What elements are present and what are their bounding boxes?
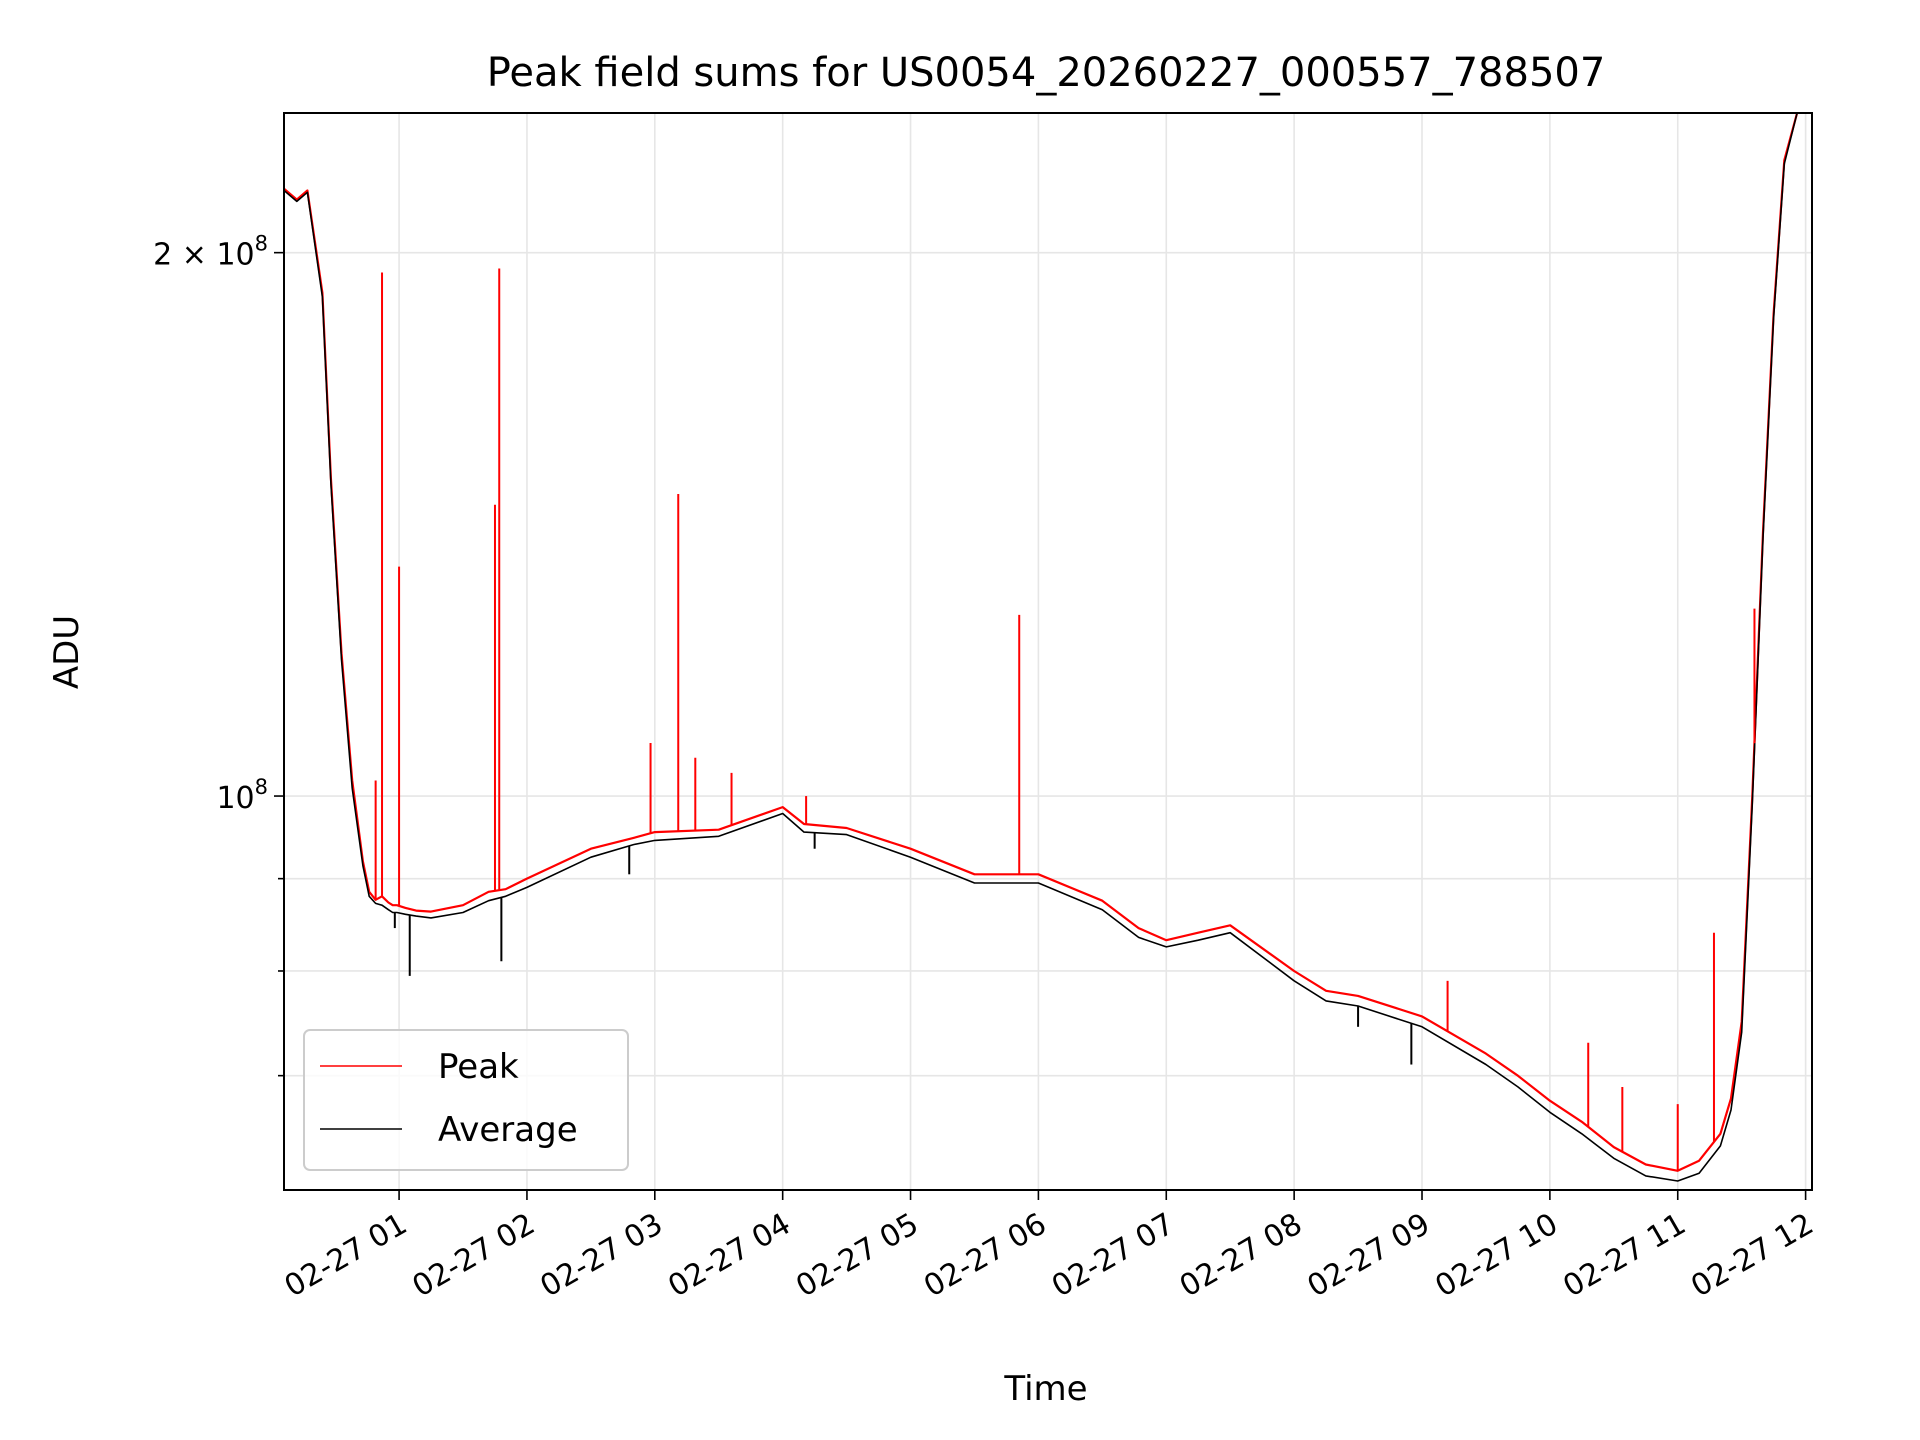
y-tick-label: 108 <box>216 775 268 816</box>
series-line-peak <box>284 113 1799 1172</box>
legend-box <box>303 1029 629 1171</box>
legend-peak-label: Peak <box>438 1047 519 1087</box>
grid-layer <box>284 113 1812 1190</box>
plot-area <box>284 113 1799 1182</box>
series-line-average <box>284 113 1798 1182</box>
legend-average-label: Average <box>438 1110 578 1150</box>
chart-title: Peak field sums for US0054_20260227_0005… <box>487 50 1606 96</box>
series-layer <box>284 113 1799 1182</box>
y-tick-label: 2 × 108 <box>153 232 268 273</box>
y-axis: 108 2 × 108 <box>153 232 284 1077</box>
legend: Peak Average <box>303 1029 629 1171</box>
x-axis-label: Time <box>1003 1369 1087 1409</box>
plot-frame <box>283 112 1813 1191</box>
y-axis-label: ADU <box>47 615 87 689</box>
